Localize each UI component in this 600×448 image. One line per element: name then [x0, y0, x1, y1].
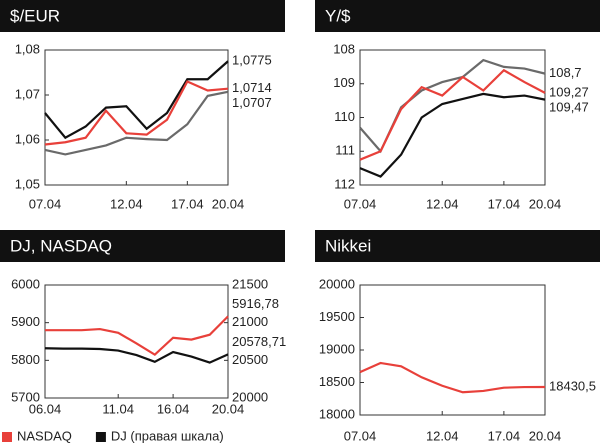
- y-tick-label: 19000: [319, 341, 355, 356]
- chart-title: $/EUR: [10, 6, 60, 25]
- plot-frame: [44, 284, 229, 399]
- y-tick-label: 18500: [319, 374, 355, 389]
- y-tick-label: 110: [334, 109, 355, 124]
- x-tick-label: 16.04: [157, 401, 190, 416]
- series-line: [44, 347, 229, 364]
- y-tick-label: 18000: [319, 406, 355, 421]
- legend-label: DJ (правая шкала): [111, 428, 224, 443]
- x-tick-label: 12.04: [110, 196, 143, 211]
- x-tick-label: 12.04: [426, 196, 459, 211]
- x-tick-label: 17.04: [171, 196, 204, 211]
- chart-title: Nikkei: [325, 236, 371, 255]
- x-tick-label: 20.04: [212, 401, 245, 416]
- y2-tick-label: 20500: [232, 352, 268, 367]
- x-tick-label: 20.04: [212, 196, 245, 211]
- title-bar: [0, 230, 285, 262]
- value-label: 1,0707: [232, 95, 272, 110]
- y-tick-label: 19500: [319, 309, 355, 324]
- series-line: [44, 90, 229, 156]
- y-tick-label: 1,08: [15, 41, 40, 56]
- chart-title: DJ, NASDAQ: [10, 236, 112, 255]
- y2-tick-label: 21000: [232, 314, 268, 329]
- value-label: 1,0714: [232, 80, 272, 95]
- y-tick-label: 1,05: [15, 176, 40, 191]
- value-label: 108,7: [549, 65, 582, 80]
- x-tick-label: 11.04: [102, 401, 134, 416]
- y-tick-label: 6000: [11, 276, 40, 291]
- x-tick-label: 12.04: [426, 428, 459, 443]
- title-bar: [315, 0, 600, 32]
- y-tick-label: 5800: [11, 352, 40, 367]
- plot-frame: [359, 284, 546, 416]
- series-line: [359, 92, 546, 178]
- series-line: [44, 80, 229, 146]
- y-tick-label: 112: [334, 176, 355, 191]
- value-label: 20578,71: [232, 334, 286, 349]
- y-tick-label: 108: [333, 41, 355, 56]
- y-tick-label: 111: [335, 143, 355, 158]
- x-tick-label: 17.04: [488, 428, 521, 443]
- value-label: 5916,78: [232, 296, 279, 311]
- series-line: [359, 68, 546, 161]
- y-tick-label: 5700: [11, 389, 40, 404]
- legend-swatch: [95, 432, 106, 442]
- x-tick-label: 06.04: [29, 401, 62, 416]
- x-tick-label: 07.04: [29, 196, 62, 211]
- plot-frame: [359, 49, 546, 186]
- series-line: [44, 60, 229, 140]
- y-tick-label: 20000: [319, 276, 355, 291]
- y-tick-label: 109: [333, 75, 355, 90]
- x-tick-label: 07.04: [344, 428, 377, 443]
- x-tick-label: 20.04: [529, 428, 562, 443]
- series-line: [45, 315, 229, 357]
- x-tick-label: 17.04: [488, 196, 521, 211]
- title-bar: [0, 0, 285, 32]
- x-tick-label: 07.04: [344, 196, 377, 211]
- y-tick-label: 1,07: [15, 86, 40, 101]
- value-label: 1,0775: [232, 53, 272, 68]
- value-label: 18430,5: [549, 378, 596, 393]
- y2-tick-label: 21500: [232, 276, 268, 291]
- value-label: 109,27: [549, 84, 589, 99]
- y-tick-label: 5900: [11, 314, 40, 329]
- y-tick-label: 1,06: [15, 131, 40, 146]
- title-bar: [315, 230, 600, 262]
- value-label: 109,47: [549, 99, 589, 114]
- legend-label: NASDAQ: [17, 428, 72, 443]
- chart-title: Y/$: [325, 6, 351, 25]
- series-line: [359, 361, 546, 394]
- plot-frame: [44, 49, 229, 186]
- x-tick-label: 20.04: [529, 196, 562, 211]
- y2-tick-label: 20000: [232, 389, 268, 404]
- legend-swatch: [2, 432, 12, 442]
